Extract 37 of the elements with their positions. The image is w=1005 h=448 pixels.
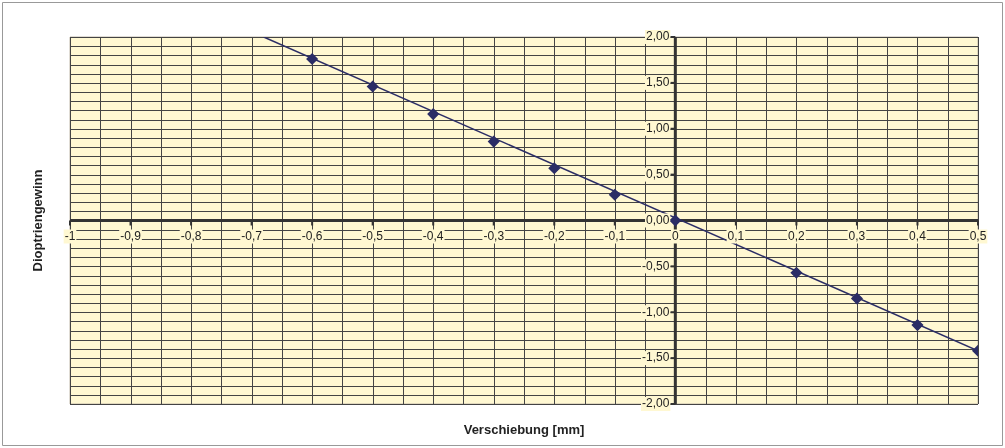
x-tick-label: 0,1 — [727, 228, 745, 243]
y-tick-label: 1,00 — [645, 121, 670, 136]
point — [487, 135, 500, 148]
x-tick-label: -0,2 — [543, 228, 565, 243]
y-tick-label: 0,50 — [645, 166, 670, 181]
point — [790, 267, 803, 279]
point — [427, 108, 439, 120]
y-tick-label: 1,50 — [645, 75, 670, 90]
point — [306, 53, 318, 65]
y-tick-label: -0,50 — [641, 258, 670, 273]
point — [669, 214, 682, 227]
y-tick-label: 2,00 — [645, 29, 670, 44]
x-tick-label: -0,5 — [362, 228, 384, 243]
x-tick-label: -0,8 — [180, 228, 202, 243]
x-tick-label: -0,6 — [301, 228, 323, 243]
x-tick-label: -0,1 — [604, 228, 626, 243]
y-tick-label: -1,00 — [641, 304, 670, 319]
y-tick-label: 0,00 — [645, 212, 670, 227]
x-tick-label: 0,5 — [969, 228, 987, 243]
x-tick-label: 0,3 — [848, 228, 866, 243]
y-tick-label: -1,50 — [641, 350, 670, 365]
y-tick-label: -2,00 — [641, 396, 670, 411]
x-tick-label: -0,9 — [120, 228, 142, 243]
x-tick-label: -1 — [64, 228, 76, 243]
x-axis-title: Verschiebung [mm] — [463, 421, 585, 437]
point — [911, 319, 924, 331]
x-tick-label: 0,2 — [788, 228, 806, 243]
point — [366, 80, 379, 93]
point — [548, 162, 561, 174]
point — [851, 292, 863, 305]
x-tick-label: -0,7 — [241, 228, 263, 243]
x-tick-label: 0 — [671, 228, 679, 243]
x-tick-label: -0,4 — [422, 228, 444, 243]
y-axis-title: Dioptriengewinn — [29, 169, 45, 272]
x-tick-label: 0,4 — [909, 228, 927, 243]
x-tick-label: -0,3 — [483, 228, 505, 243]
point — [609, 189, 621, 201]
